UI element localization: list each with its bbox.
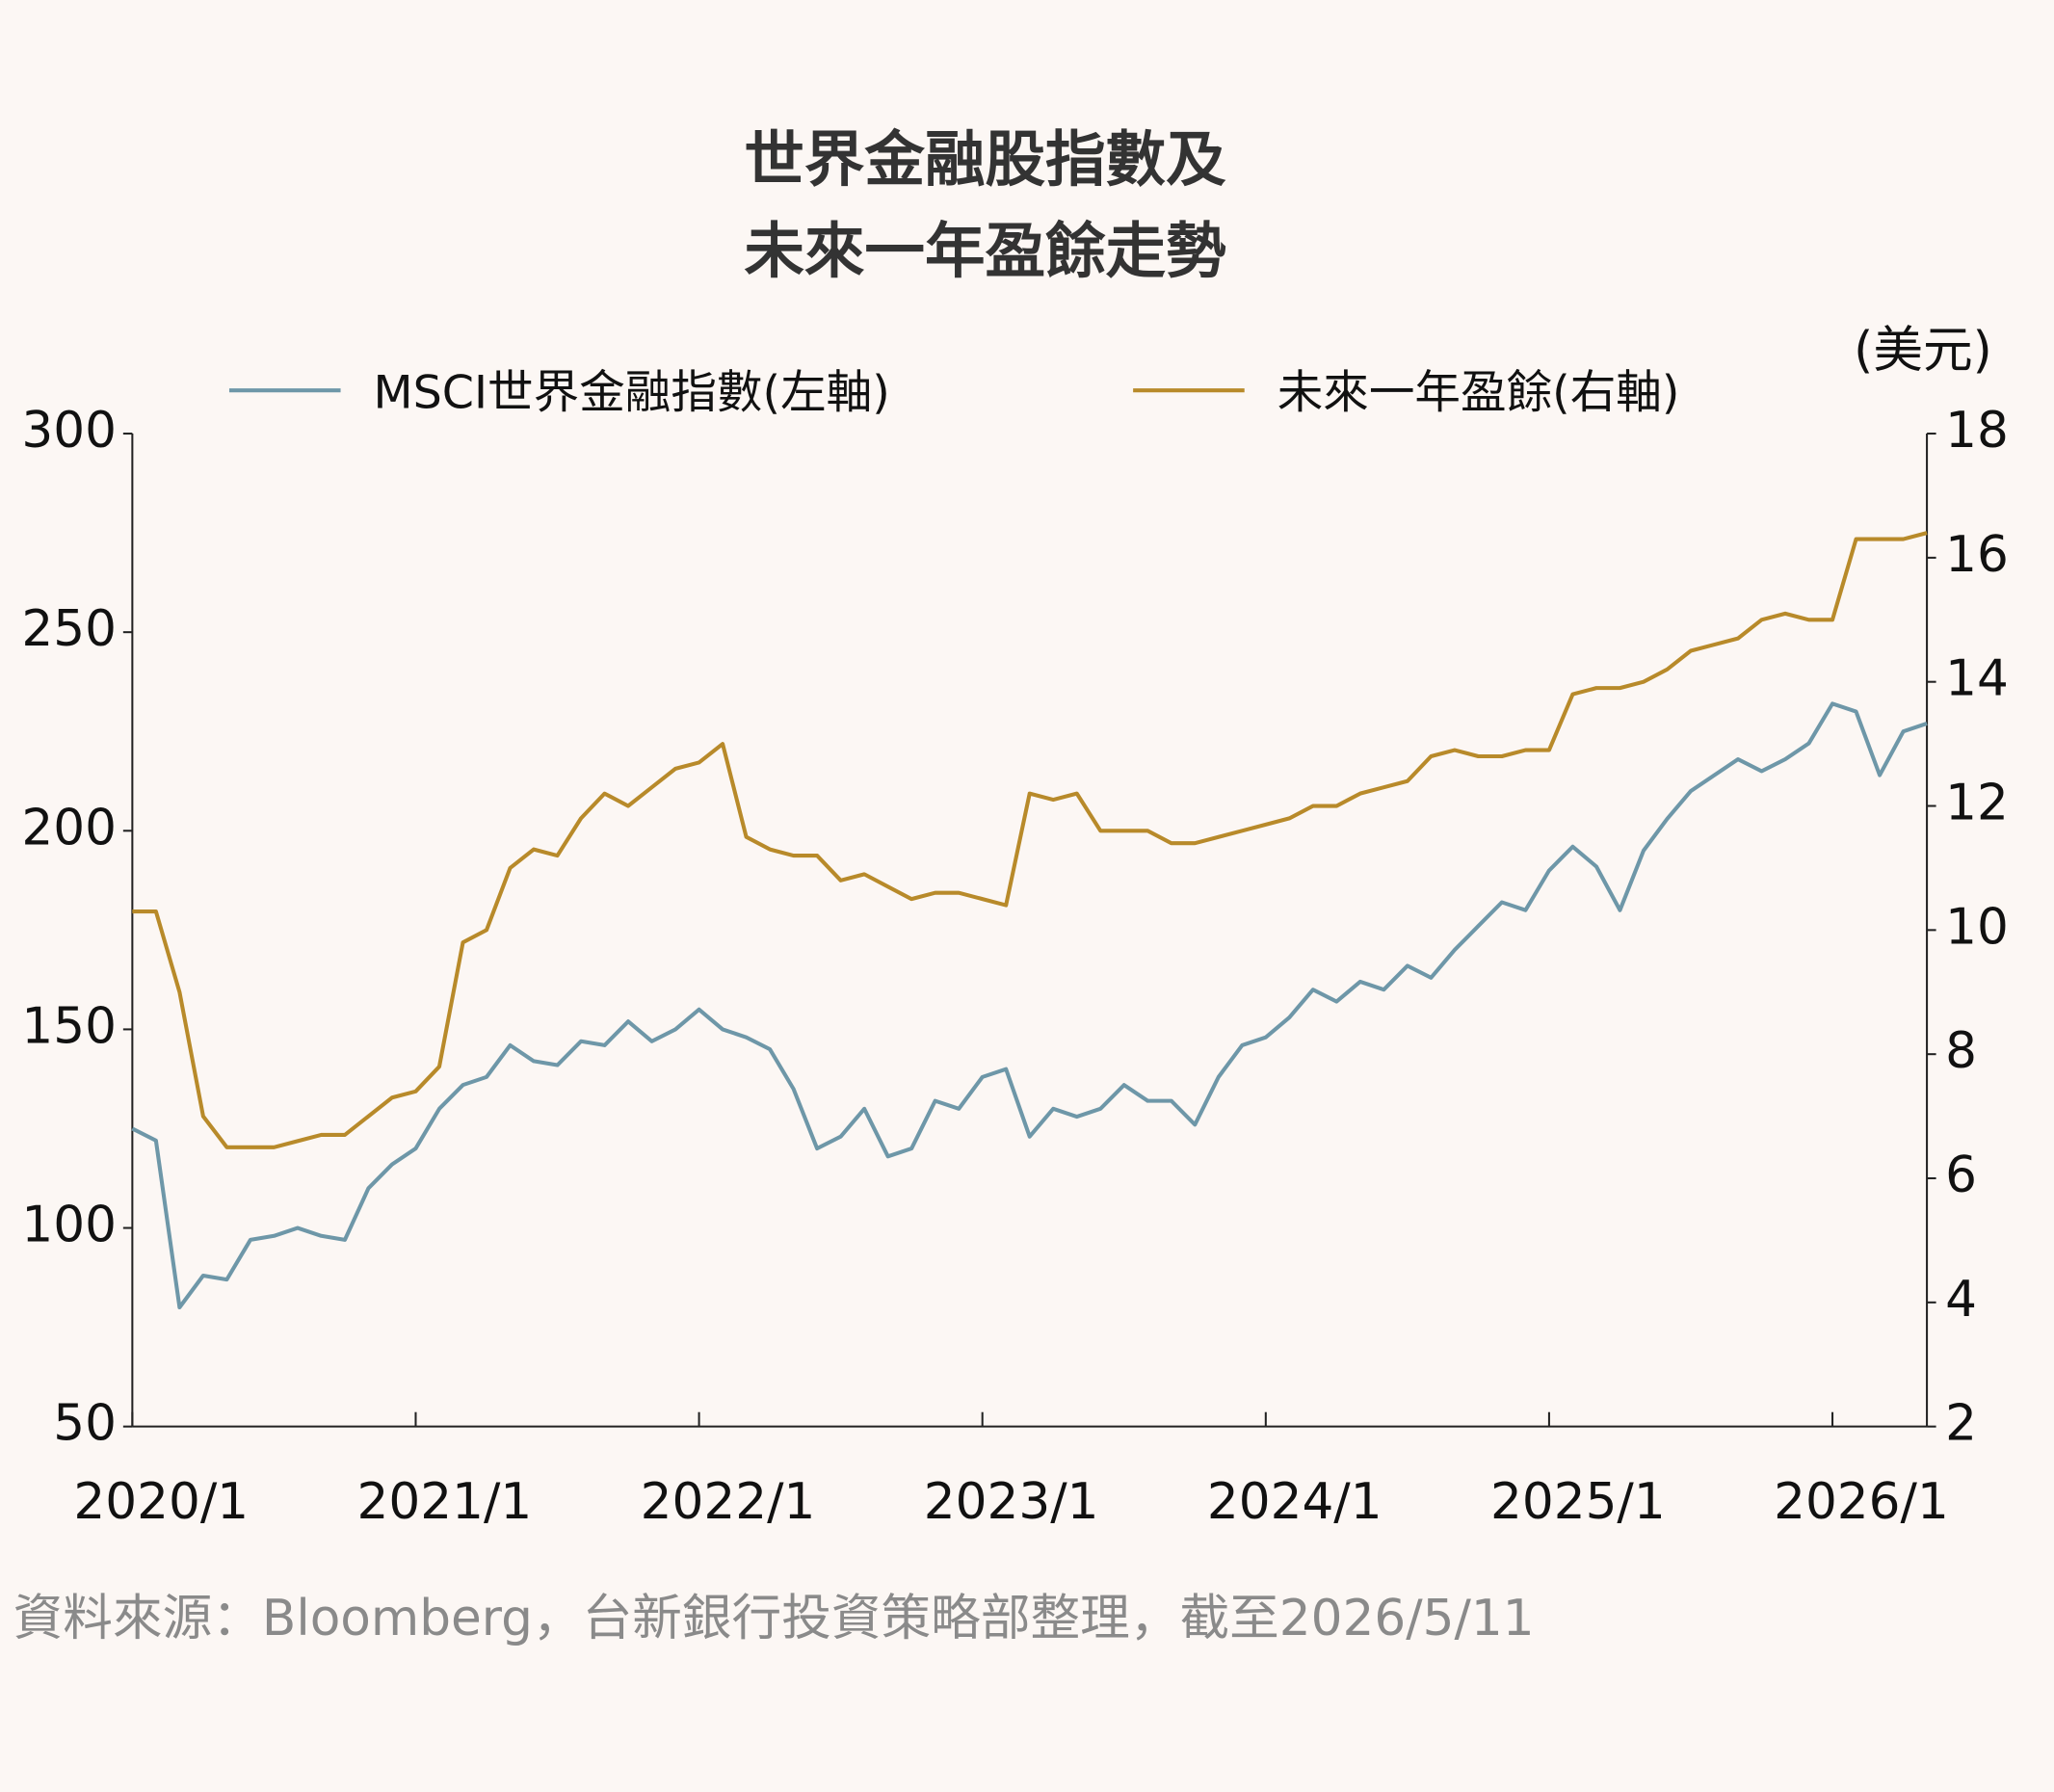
y2-tick-label: 8 (1945, 1022, 1977, 1080)
x-tick-label: 2024/1 (1207, 1473, 1382, 1531)
y-tick-label: 200 (21, 799, 117, 856)
legend-label: MSCI世界金融指數(左軸) (374, 367, 890, 420)
y2-tick-label: 16 (1945, 526, 2009, 584)
series-line (131, 701, 1928, 1310)
y2-tick-label: 2 (1945, 1395, 1977, 1453)
x-tick-label: 2021/1 (357, 1473, 533, 1531)
y2-tick-label: 18 (1945, 402, 2009, 460)
y-tick-label: 100 (21, 1197, 117, 1254)
y2-tick-label: 14 (1945, 650, 2009, 708)
y2-tick-label: 12 (1945, 775, 2009, 832)
x-tick-label: 2023/1 (924, 1473, 1099, 1531)
y-tick-label: 250 (21, 600, 117, 658)
y2-axis-unit: (美元) (1854, 322, 1992, 380)
y2-tick-label: 6 (1945, 1146, 1977, 1204)
chart-title: 世界金融股指數及 (744, 124, 1226, 195)
x-tick-label: 2026/1 (1774, 1473, 1949, 1531)
source-note: 資料來源：Bloomberg，台新銀行投資策略部整理，截至2026/5/11 (13, 1590, 1535, 1647)
series-line (132, 531, 1928, 1149)
x-tick-label: 2025/1 (1490, 1473, 1666, 1531)
x-tick-label: 2022/1 (641, 1473, 816, 1531)
y2-tick-label: 4 (1945, 1271, 1977, 1329)
x-tick-label: 2020/1 (73, 1473, 249, 1531)
chart-title: 未來一年盈餘走勢 (744, 216, 1226, 286)
legend-label: 未來一年盈餘(右軸) (1277, 367, 1680, 420)
y2-tick-label: 10 (1945, 898, 2009, 956)
y-tick-label: 300 (21, 402, 117, 460)
y-tick-label: 150 (21, 997, 117, 1055)
y-tick-label: 50 (53, 1395, 117, 1453)
